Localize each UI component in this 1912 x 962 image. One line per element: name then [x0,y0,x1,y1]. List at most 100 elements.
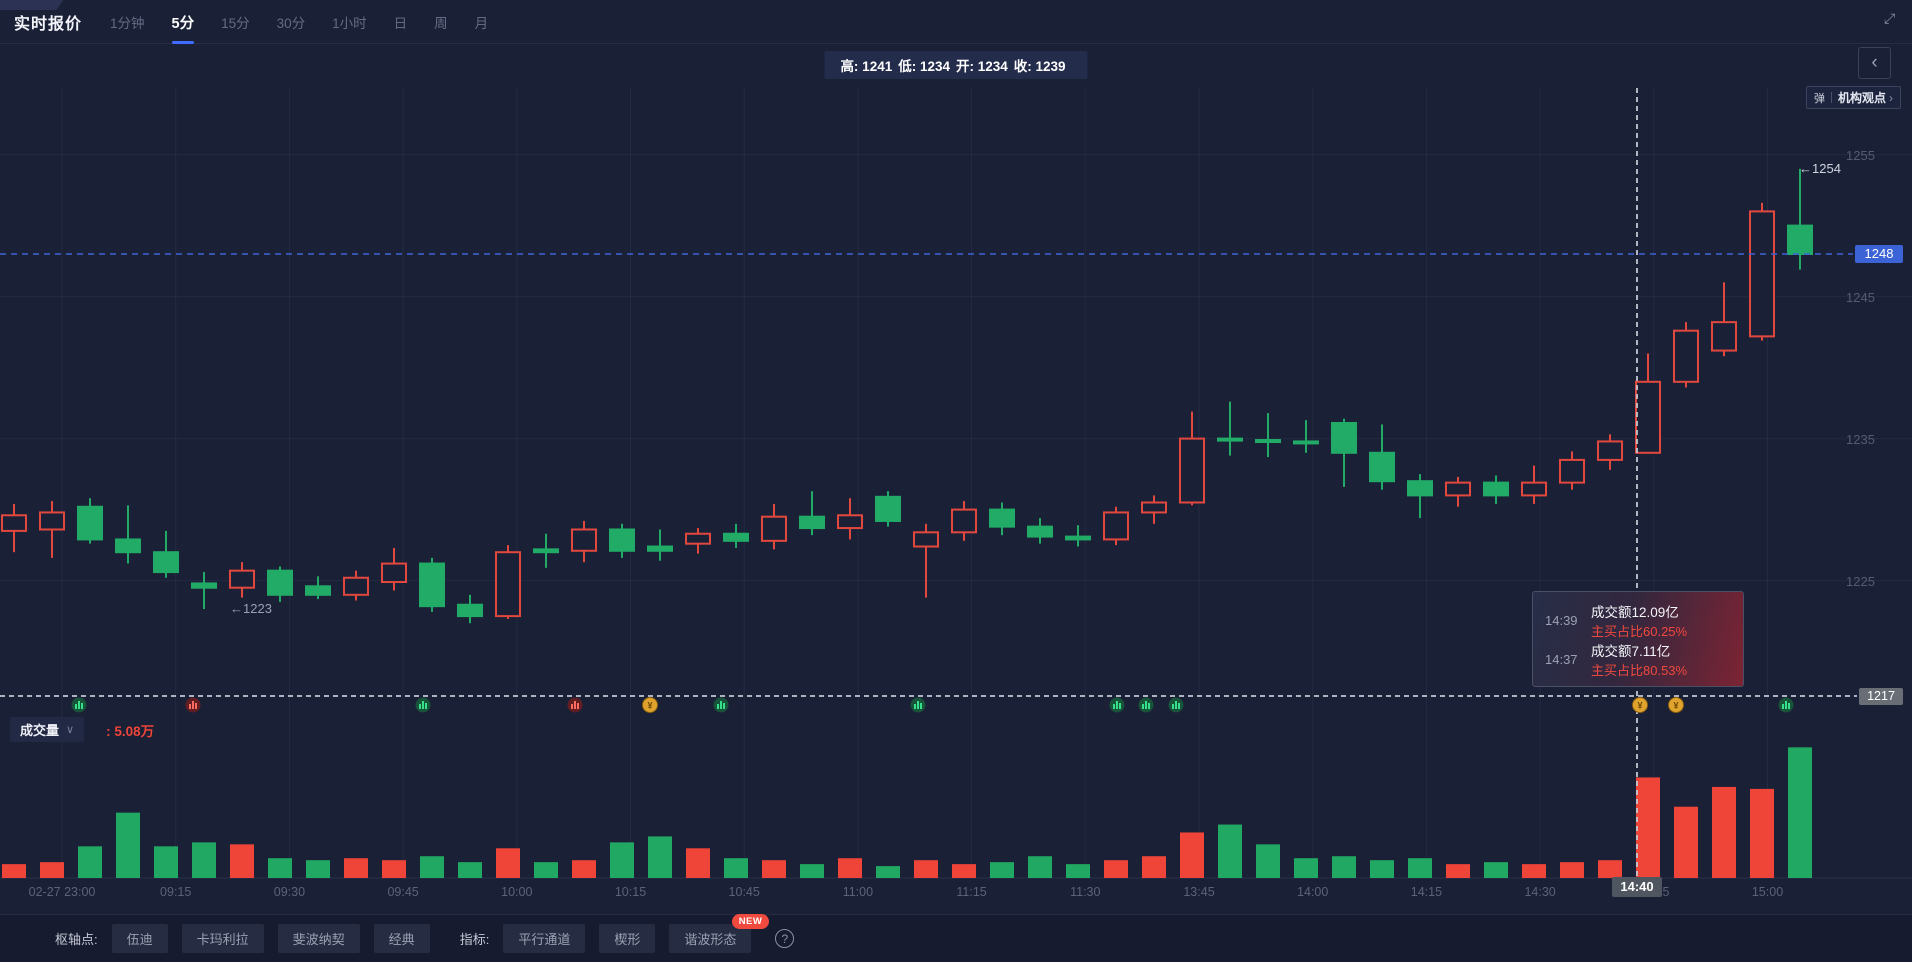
ohlc-field: 低: 1234 [898,59,950,74]
volume-bar [1218,824,1242,878]
volume-bar [40,862,64,878]
crosshair-price-badge: 1217 [1859,688,1903,705]
volume-bar [572,860,596,878]
session-high-annotation: ←1254 [1799,161,1841,176]
volume-bar [1332,856,1356,878]
mini-bar [81,703,83,709]
volume-bar [1598,860,1622,878]
time-tick-label: 10:15 [614,885,647,899]
volume-bar [458,862,482,878]
candle-up [761,515,787,542]
tab-1分钟[interactable]: 1分钟 [110,16,145,31]
divider [1831,92,1832,103]
indicator-button-谐波形态[interactable]: 谐波形态 NEW [669,914,770,953]
candle-up [1673,329,1699,383]
tab-15分[interactable]: 15分 [221,16,250,31]
candle-down [457,603,483,618]
mini-bar [1785,701,1787,709]
yen-glyph: ¥ [1637,701,1642,711]
volume-bar [1788,747,1812,878]
tab-日[interactable]: 日 [393,16,408,31]
volume-bar [838,858,862,878]
volume-bar [990,862,1014,878]
time-tick-label: 09:45 [387,885,419,899]
volume-indicator-dropdown[interactable]: 成交量 ∨ [10,717,85,742]
price-tick-label: 1245 [1846,289,1875,305]
volume-bar [154,846,178,878]
candle-up [229,569,255,589]
volume-bar [306,860,330,878]
volume-bar [2,864,26,878]
volume-bar [1484,862,1508,878]
indicator-button-楔形[interactable]: 楔形 [599,924,656,953]
candle-up [837,514,863,530]
candles [1,168,1813,624]
mini-bar [1172,704,1174,709]
candle-up [685,532,711,545]
volume-value: : 5.08万 [106,723,155,739]
gridlines [0,88,1912,879]
candle-up [1521,481,1547,497]
collapse-panel-button[interactable]: ‹ [1858,47,1891,79]
candle-up [1103,511,1129,541]
pivot-button-斐波纳契[interactable]: 斐波纳契 [277,924,360,953]
volume-bar [800,864,824,878]
tab-周[interactable]: 周 [434,16,448,31]
pivot-button-经典[interactable]: 经典 [373,924,430,953]
volume-bars [2,747,1812,878]
candle-up [951,508,977,534]
time-tick-label: 11:30 [1070,885,1101,899]
chevron-down-icon: ∨ [66,724,75,736]
volume-bar [1636,777,1660,878]
volume-bar [1750,788,1774,878]
last-price-badge: 1248 [1855,245,1903,263]
time-tick-label: 14:00 [1297,885,1329,899]
indicator-button-平行通道[interactable]: 平行通道 [503,924,586,953]
tab-1小时[interactable]: 1小时 [332,16,367,31]
candle-down [1331,421,1357,454]
volume-bar [420,856,444,878]
time-tick-label: 14:15 [1410,885,1443,899]
mini-bar [1116,701,1118,709]
pivot-label: 枢轴点: [55,932,98,947]
candle-down [1293,440,1319,445]
time-tick-label: 09:15 [160,885,192,899]
tab-30分[interactable]: 30分 [276,16,306,31]
mini-bar [1178,703,1180,709]
pivot-button-卡玛利拉[interactable]: 卡玛利拉 [181,924,264,953]
candle-down [1255,439,1281,444]
tab-5分[interactable]: 5分 [172,12,195,42]
indicator-label: 指标: [459,932,490,947]
volume-bar [116,812,140,878]
volume-bar [268,858,292,878]
candle-up [381,562,407,584]
indicator-buttons: 平行通道 楔形 谐波形态 NEW [503,914,770,953]
tooltip-turnover: 成交额12.09亿 [1591,605,1679,620]
tab-月[interactable]: 月 [474,16,489,31]
timeframe-tabs: 1分钟 5分 15分 30分 1小时 日 周 月 [110,12,488,42]
institution-view-label: 机构观点 [1838,91,1887,105]
gold-coin-icon [642,697,658,713]
bottom-toolbar: 枢轴点: 伍迪 卡玛利拉 斐波纳契 经典 指标: 平行通道 楔形 谐波形态 NEW ? [0,914,1912,962]
mini-bar [577,703,579,709]
institution-view-button[interactable]: 弹 机构观点 › [1806,86,1902,109]
mini-bar [720,701,722,709]
fullscreen-icon[interactable]: ⤢ [1884,10,1896,26]
volume-bar [1674,806,1698,878]
volume-header: 成交量 ∨ : 5.08万 [10,717,154,742]
candle-down [1027,525,1053,538]
candle-up [1749,210,1775,338]
pivot-button-伍迪[interactable]: 伍迪 [111,924,168,953]
volume-bar [686,848,710,878]
candle-up [1445,481,1471,497]
time-tick-label: 02-27 23:00 [28,885,96,899]
volume-bar [1104,860,1128,878]
mini-bar [419,704,421,709]
help-icon[interactable]: ? [775,929,795,948]
mini-bar [717,704,719,709]
time-tick-label: 15:00 [1751,885,1784,899]
price-tick-label: 1235 [1846,431,1875,447]
volume-bar [1256,844,1280,878]
